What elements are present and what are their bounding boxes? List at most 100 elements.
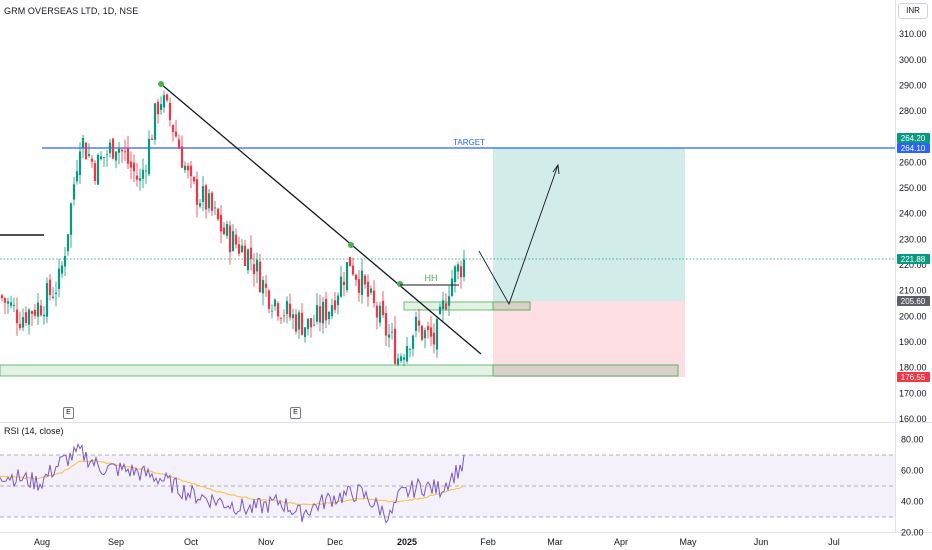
time-tick-label: Jul bbox=[828, 537, 840, 547]
candle-body bbox=[201, 186, 205, 202]
candle-body bbox=[414, 316, 418, 331]
time-tick-label: 2025 bbox=[397, 537, 417, 547]
candle-body bbox=[369, 288, 373, 293]
candle-body bbox=[354, 274, 358, 280]
candle-body bbox=[117, 148, 121, 153]
candle-body bbox=[318, 306, 322, 323]
candle-body bbox=[360, 270, 364, 295]
candle-body bbox=[222, 227, 226, 235]
candle-body bbox=[195, 179, 199, 205]
candle-body bbox=[249, 247, 253, 260]
candle-body bbox=[21, 317, 25, 328]
entry-value: 205.60 bbox=[901, 297, 926, 306]
candle-body bbox=[237, 244, 241, 254]
price-tick-label: 260.00 bbox=[899, 157, 927, 167]
candle-body bbox=[387, 334, 391, 338]
candle-body bbox=[168, 102, 172, 121]
candle-body bbox=[174, 131, 178, 137]
candle-body bbox=[243, 245, 247, 267]
candle-body bbox=[186, 165, 190, 171]
candle-body bbox=[78, 151, 82, 175]
candle-body bbox=[138, 178, 142, 181]
projection-path[interactable] bbox=[478, 164, 559, 306]
candle-body bbox=[84, 142, 88, 160]
candle-body bbox=[267, 290, 271, 309]
candle-body bbox=[171, 124, 175, 133]
candle-body bbox=[39, 305, 43, 316]
candle-body bbox=[207, 193, 211, 209]
price-tick-label: 290.00 bbox=[899, 80, 927, 90]
candle-body bbox=[336, 295, 340, 306]
time-tick-label: Dec bbox=[327, 537, 344, 547]
candle-body bbox=[441, 300, 445, 310]
candles bbox=[0, 90, 466, 367]
candle-body bbox=[87, 154, 91, 156]
time-tick-label: Aug bbox=[34, 537, 50, 547]
candle-body bbox=[282, 315, 286, 317]
candle-body bbox=[228, 225, 232, 253]
candle-body bbox=[15, 309, 19, 324]
rsi-axis[interactable]: 80.00 60.00 40.00 20.00 bbox=[901, 435, 924, 538]
candle-body bbox=[159, 104, 163, 110]
time-axis[interactable]: Aug Sep Oct Nov Dec 2025 Feb Mar Apr May Jun Jul bbox=[34, 537, 840, 547]
loss-zone[interactable] bbox=[493, 301, 685, 377]
candle-body bbox=[63, 255, 67, 267]
candle-body bbox=[426, 326, 430, 331]
time-tick-label: Apr bbox=[614, 537, 628, 547]
candle-body bbox=[324, 298, 328, 321]
candle-body bbox=[51, 296, 55, 298]
profit-zone[interactable] bbox=[493, 148, 685, 301]
candle-body bbox=[306, 318, 310, 330]
candle-body bbox=[321, 301, 325, 324]
target-upper-value: 264.20 bbox=[901, 134, 926, 143]
candle-body bbox=[378, 305, 382, 323]
candle-body bbox=[69, 203, 73, 235]
candle-body bbox=[216, 208, 220, 220]
candle-body bbox=[261, 279, 265, 294]
candle-body bbox=[351, 265, 355, 275]
earnings-marker[interactable]: E bbox=[63, 407, 74, 419]
candle-body bbox=[423, 330, 427, 339]
hh-label: HH bbox=[425, 273, 438, 283]
rsi-tick-label: 40.00 bbox=[901, 497, 924, 507]
candle-body bbox=[270, 310, 274, 312]
candle-body bbox=[393, 328, 397, 364]
downtrend-line[interactable] bbox=[160, 83, 482, 355]
candle-body bbox=[333, 300, 337, 310]
candle-body bbox=[102, 157, 106, 159]
arrow-head-icon bbox=[552, 163, 560, 175]
candle-body bbox=[6, 301, 10, 304]
currency-button[interactable]: INR bbox=[898, 3, 928, 19]
earnings-marker[interactable]: E bbox=[290, 407, 301, 419]
rsi-line bbox=[0, 442, 465, 524]
support-zone-projection[interactable] bbox=[492, 364, 679, 377]
swing-high-dot bbox=[397, 281, 403, 287]
candle-body bbox=[180, 146, 184, 168]
candle-body bbox=[417, 320, 421, 326]
target-lower-badge bbox=[897, 143, 930, 153]
price-tick-label: 230.00 bbox=[899, 234, 927, 244]
candle-body bbox=[240, 245, 244, 253]
price-axis[interactable]: 310.00300.00290.00280.00270.00260.00250.… bbox=[899, 29, 927, 424]
candle-body bbox=[363, 275, 367, 285]
candle-body bbox=[156, 101, 160, 115]
price-tick-label: 240.00 bbox=[899, 209, 927, 219]
time-tick-label: Sep bbox=[108, 537, 124, 547]
candle-body bbox=[48, 279, 52, 296]
candle-body bbox=[120, 149, 124, 152]
candle-body bbox=[42, 314, 46, 317]
candle-body bbox=[165, 94, 169, 101]
price-tick-label: 310.00 bbox=[899, 29, 927, 39]
candle-body bbox=[315, 305, 319, 322]
rsi-ma-line bbox=[0, 460, 465, 506]
candle-body bbox=[327, 311, 331, 320]
entry-zone-projection[interactable] bbox=[492, 301, 531, 311]
stop-value: 176.55 bbox=[901, 373, 926, 382]
price-tick-label: 210.00 bbox=[899, 286, 927, 296]
candle-body bbox=[177, 139, 181, 149]
price-tick-label: 250.00 bbox=[899, 183, 927, 193]
time-tick-label: Nov bbox=[258, 537, 275, 547]
candle-body bbox=[204, 185, 208, 210]
candle-body bbox=[429, 327, 433, 337]
